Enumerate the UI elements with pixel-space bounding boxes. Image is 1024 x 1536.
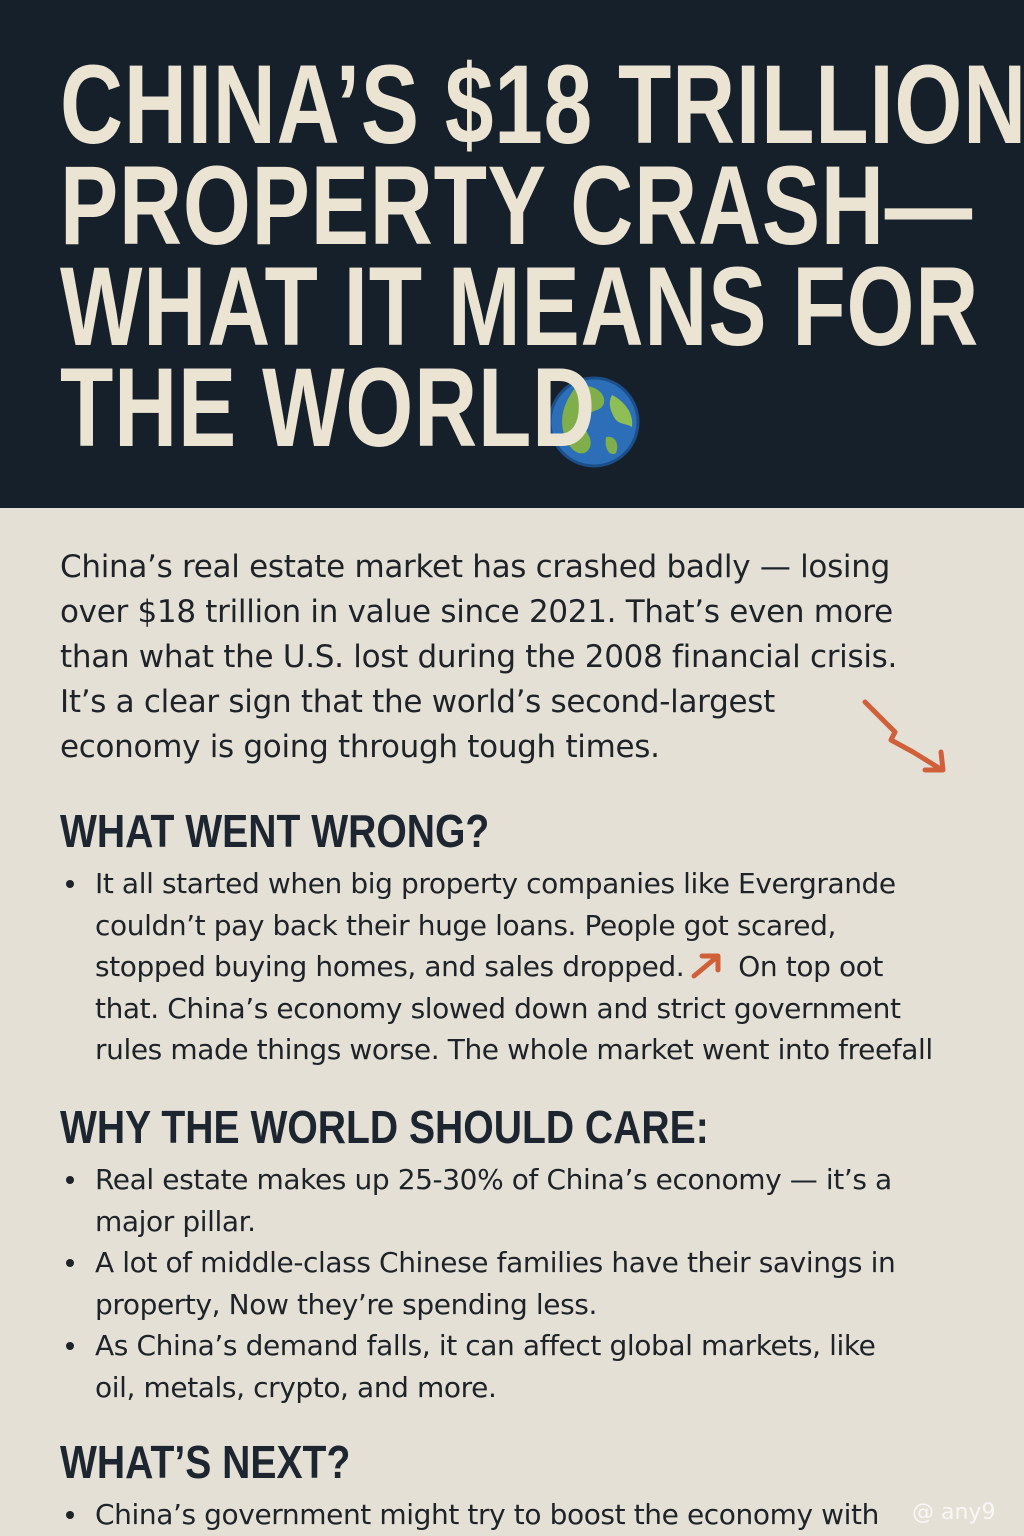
bullet-line: oil, metals, crypto, and more.	[95, 1370, 497, 1404]
down-arrow-icon	[862, 699, 946, 773]
header: CHINA’S $18 TRILLION PROPERTY CRASH— WHAT …	[0, 0, 1024, 508]
title-line: THE WORLD	[60, 345, 596, 470]
bullet-line: couldn’t pay back their huge loans. Peop…	[95, 908, 836, 942]
intro-line: than what the U.S. lost during the 2008 …	[60, 639, 898, 675]
intro-line: over $18 trillion in value since 2021. T…	[60, 594, 893, 630]
bullet-dot	[66, 880, 74, 888]
bullet-line: rules made things worse. The whole marke…	[95, 1033, 933, 1066]
section-heading: WHY THE WORLD SHOULD CARE:	[60, 1101, 709, 1153]
intro-line: economy is going through tough times.	[60, 729, 660, 765]
title-line: WHAT IT MEANS FOR	[60, 244, 980, 369]
bullet-line: Real estate makes up 25-30% of China’s e…	[95, 1163, 892, 1196]
intro-line: It’s a clear sign that the world’s secon…	[60, 684, 775, 720]
bullet-dot	[66, 1342, 74, 1350]
bullet-line: major pillar.	[95, 1204, 256, 1238]
title-line: CHINA’S $18 TRILLION	[60, 42, 1024, 167]
intro-line: China’s real estate market has crashed b…	[60, 549, 890, 585]
bullet-line: As China’s demand falls, it can affect g…	[95, 1329, 876, 1362]
bullet-line: that. China’s economy slowed down and st…	[95, 991, 901, 1025]
bullet-text: stopped buying homes, and sales dropped.	[95, 950, 685, 983]
section-heading: WHAT’S NEXT?	[60, 1436, 351, 1488]
globe-icon	[548, 376, 640, 468]
bullet-line: It all started when big property compani…	[95, 867, 896, 900]
bullet-dot	[66, 1176, 74, 1184]
watermark: @ any9	[912, 1500, 996, 1525]
bullet-line: A lot of middle-class Chinese families h…	[95, 1246, 896, 1279]
bullet-dot	[66, 1259, 74, 1267]
bullet-line: China’s government might try to boost th…	[95, 1498, 879, 1531]
up-arrow-icon	[691, 953, 721, 979]
bullet-line: property, Now they’re spending less.	[95, 1287, 597, 1321]
section-heading: WHAT WENT WRONG?	[60, 805, 490, 857]
bullet-line: stopped buying homes, and sales dropped.…	[95, 946, 883, 987]
title-line: PROPERTY CRASH—	[60, 143, 973, 268]
bullet-dot	[66, 1511, 74, 1519]
bullet-text: On top oot	[738, 950, 883, 983]
